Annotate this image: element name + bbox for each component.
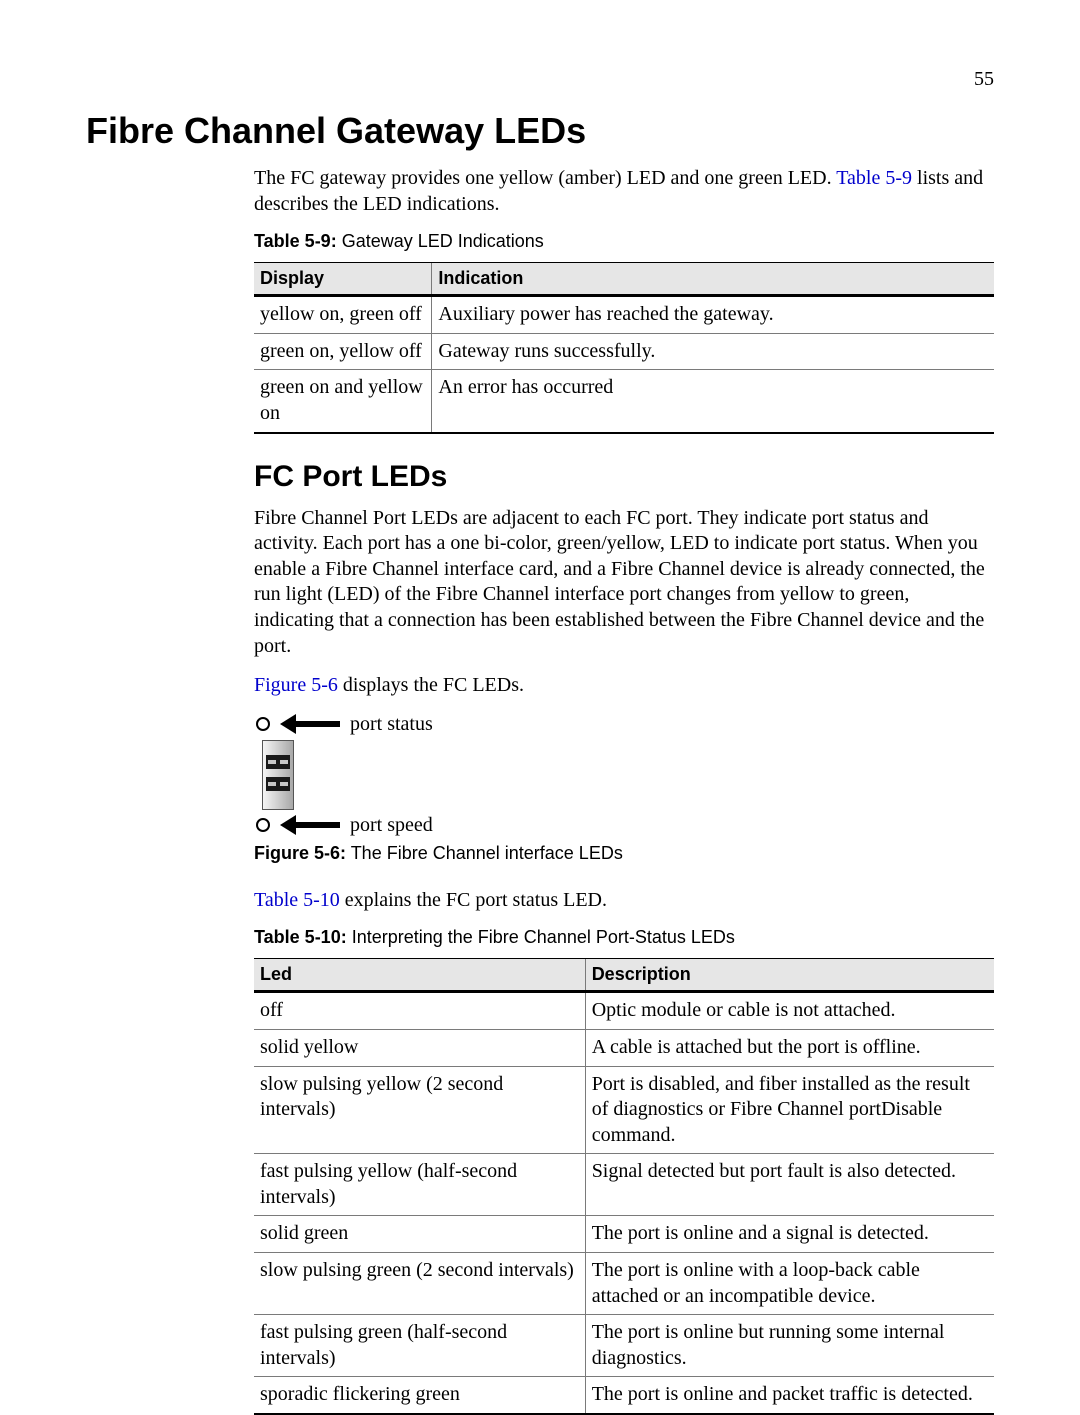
table-5-9-xref[interactable]: Table 5-9 bbox=[836, 167, 912, 189]
table-header-row: DisplayIndication bbox=[254, 263, 994, 296]
table-cell: An error has occurred bbox=[432, 370, 994, 433]
section-heading: Fibre Channel Gateway LEDs bbox=[86, 110, 994, 152]
table-row: offOptic module or cable is not attached… bbox=[254, 992, 994, 1030]
table-row: solid greenThe port is online and a sign… bbox=[254, 1216, 994, 1253]
caption-label: Table 5-9: bbox=[254, 231, 337, 251]
column-header: Display bbox=[254, 263, 432, 296]
table-cell: fast pulsing green (half-second interval… bbox=[254, 1315, 585, 1377]
table-cell: The port is online but running some inte… bbox=[585, 1315, 994, 1377]
table-row: sporadic flickering greenThe port is onl… bbox=[254, 1377, 994, 1414]
table-cell: The port is online and a signal is detec… bbox=[585, 1216, 994, 1253]
table-5-9-caption: Table 5-9: Gateway LED Indications bbox=[254, 231, 994, 252]
table-cell: Signal detected but port fault is also d… bbox=[585, 1154, 994, 1216]
table-cell: solid yellow bbox=[254, 1029, 585, 1066]
table-5-9: DisplayIndication yellow on, green offAu… bbox=[254, 262, 994, 433]
table-cell: green on, yellow off bbox=[254, 333, 432, 370]
table-cell: A cable is attached but the port is offl… bbox=[585, 1029, 994, 1066]
table-row: green on and yellow onAn error has occur… bbox=[254, 370, 994, 433]
figure-sentence-rest: displays the FC LEDs. bbox=[338, 674, 524, 696]
fc-port-intro: Fibre Channel Port LEDs are adjacent to … bbox=[254, 506, 994, 660]
table-cell: slow pulsing green (2 second intervals) bbox=[254, 1253, 585, 1315]
page-number: 55 bbox=[974, 68, 994, 91]
column-header: Led bbox=[254, 959, 585, 992]
figure-5-6-xref[interactable]: Figure 5-6 bbox=[254, 674, 338, 696]
table-row: yellow on, green offAuxiliary power has … bbox=[254, 296, 994, 334]
table-cell: off bbox=[254, 992, 585, 1030]
table-row: green on, yellow offGateway runs success… bbox=[254, 333, 994, 370]
table-5-10: LedDescription offOptic module or cable … bbox=[254, 958, 994, 1415]
arrow-left-icon bbox=[280, 818, 340, 832]
caption-text: The Fibre Channel interface LEDs bbox=[346, 843, 623, 863]
table-cell: fast pulsing yellow (half-second interva… bbox=[254, 1154, 585, 1216]
table-row: fast pulsing green (half-second interval… bbox=[254, 1315, 994, 1377]
table-cell: The port is online with a loop-back cabl… bbox=[585, 1253, 994, 1315]
table-5-10-caption: Table 5-10: Interpreting the Fibre Chann… bbox=[254, 927, 994, 948]
table-cell: Optic module or cable is not attached. bbox=[585, 992, 994, 1030]
subsection-heading: FC Port LEDs bbox=[254, 460, 994, 494]
table-cell: yellow on, green off bbox=[254, 296, 432, 334]
table-cell: slow pulsing yellow (2 second intervals) bbox=[254, 1066, 585, 1154]
intro-text-before: The FC gateway provides one yellow (ambe… bbox=[254, 167, 836, 189]
figure-5-6: port status port speed bbox=[254, 713, 994, 837]
table-cell: The port is online and packet traffic is… bbox=[585, 1377, 994, 1414]
table-5-10-xref[interactable]: Table 5-10 bbox=[254, 889, 340, 911]
table-cell: green on and yellow on bbox=[254, 370, 432, 433]
table-header-row: LedDescription bbox=[254, 959, 994, 992]
column-header: Indication bbox=[432, 263, 994, 296]
caption-text: Interpreting the Fibre Channel Port-Stat… bbox=[347, 927, 735, 947]
table-row: fast pulsing yellow (half-second interva… bbox=[254, 1154, 994, 1216]
figure-reference-sentence: Figure 5-6 displays the FC LEDs. bbox=[254, 673, 994, 699]
table-row: slow pulsing yellow (2 second intervals)… bbox=[254, 1066, 994, 1154]
table-row: slow pulsing green (2 second intervals)T… bbox=[254, 1253, 994, 1315]
page-content: Fibre Channel Gateway LEDs The FC gatewa… bbox=[86, 110, 994, 1415]
table-10-sentence-rest: explains the FC port status LED. bbox=[340, 889, 607, 911]
intro-paragraph: The FC gateway provides one yellow (ambe… bbox=[254, 166, 994, 217]
column-header: Description bbox=[585, 959, 994, 992]
table-10-reference-sentence: Table 5-10 explains the FC port status L… bbox=[254, 888, 994, 914]
fc-connector-icon bbox=[262, 740, 294, 810]
port-speed-led-icon bbox=[256, 818, 270, 832]
caption-label: Table 5-10: bbox=[254, 927, 347, 947]
table-cell: solid green bbox=[254, 1216, 585, 1253]
table-cell: Gateway runs successfully. bbox=[432, 333, 994, 370]
port-status-label: port status bbox=[350, 713, 433, 736]
figure-5-6-caption: Figure 5-6: The Fibre Channel interface … bbox=[254, 843, 994, 864]
table-cell: Auxiliary power has reached the gateway. bbox=[432, 296, 994, 334]
caption-text: Gateway LED Indications bbox=[337, 231, 544, 251]
arrow-left-icon bbox=[280, 717, 340, 731]
table-cell: Port is disabled, and fiber installed as… bbox=[585, 1066, 994, 1154]
caption-label: Figure 5-6: bbox=[254, 843, 346, 863]
port-status-led-icon bbox=[256, 717, 270, 731]
table-row: solid yellowA cable is attached but the … bbox=[254, 1029, 994, 1066]
table-cell: sporadic flickering green bbox=[254, 1377, 585, 1414]
port-speed-label: port speed bbox=[350, 814, 433, 837]
